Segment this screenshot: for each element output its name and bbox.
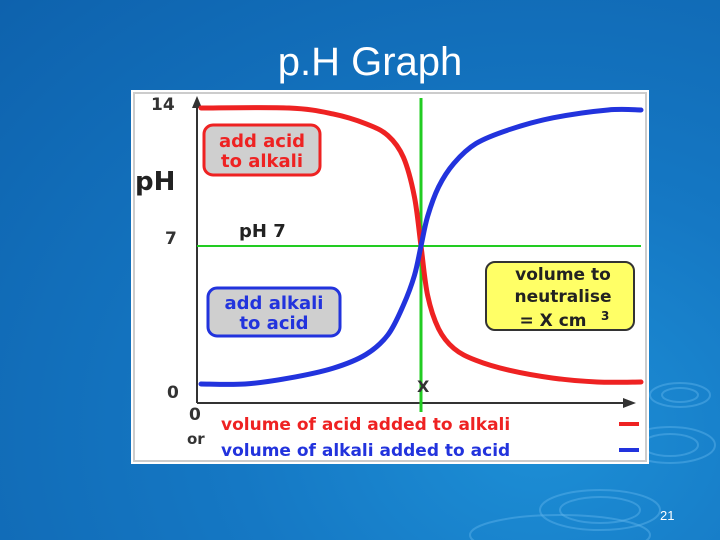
add-alkali-box (206, 286, 342, 338)
series-line-alkali-to-acid (198, 106, 644, 387)
x-axis-arrow (623, 398, 636, 408)
neutral-line-label: pH 7 (239, 221, 286, 242)
slide-number: 21 (660, 508, 675, 523)
neutralise-box-line-1: volume to (515, 265, 611, 285)
x-origin-or-label: or (187, 430, 205, 448)
y-tick-label-7: 7 (165, 229, 177, 249)
y-axis-label: pH (135, 167, 175, 197)
slide-title: p.H Graph (277, 40, 463, 84)
neutralise-volume-box (485, 261, 635, 331)
neutralise-box-superscript: 3 (601, 309, 609, 323)
x-tick-label-0: 0 (189, 405, 201, 425)
add-acid-box (202, 123, 322, 177)
ph-titration-chart: 14 7 0 pH pH 7 0 or X add acid to alkali… (131, 90, 649, 464)
y-tick-label-0: 0 (167, 383, 179, 403)
y-tick-label-14: 14 (151, 95, 175, 115)
series-line-acid-to-alkali (198, 105, 644, 385)
add-alkali-box-line-2: to acid (239, 313, 308, 334)
y-axis-arrow (192, 96, 202, 108)
legend-label-acid-to-alkali: volume of acid added to alkali (221, 415, 510, 435)
add-alkali-box-line-1: add alkali (225, 293, 324, 314)
neutralise-box-line-3: = X cm (520, 311, 587, 331)
chart-frame (133, 92, 647, 462)
equivalence-x-label: X (417, 377, 430, 396)
legend-label-alkali-to-acid: volume of alkali added to acid (221, 441, 510, 461)
neutralise-box-line-2: neutralise (514, 287, 611, 307)
add-acid-box-line-2: to alkali (221, 151, 303, 172)
add-acid-box-line-1: add acid (219, 131, 305, 152)
